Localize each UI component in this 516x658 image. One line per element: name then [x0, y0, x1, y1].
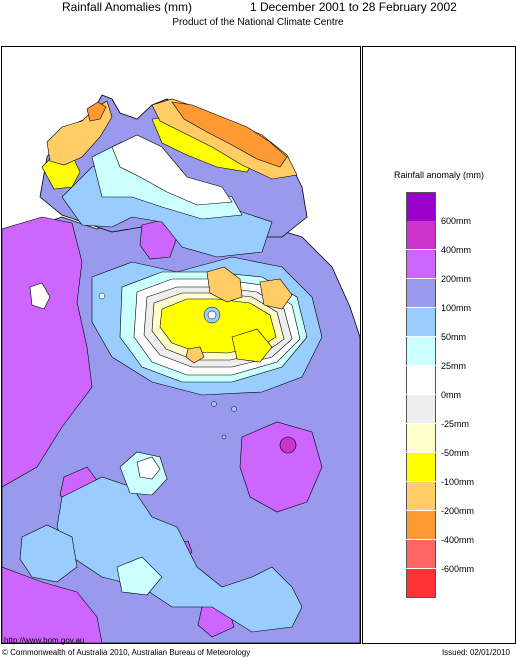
legend-label: -200mm [441, 506, 475, 516]
island-dot-4 [98, 292, 106, 300]
purple-east [239, 421, 323, 513]
legend-swatch [406, 250, 436, 278]
legend-swatch [406, 279, 436, 307]
island-dot-1 [211, 401, 217, 407]
lightblue-central [56, 476, 303, 633]
legend-swatch [406, 569, 436, 598]
island-dot-3 [221, 434, 227, 440]
legend-swatch [406, 482, 436, 510]
legend-label: 50mm [441, 332, 467, 342]
legend-swatch [406, 221, 436, 249]
magenta-spot [279, 436, 297, 454]
legend-label: -100mm [441, 477, 475, 487]
orange-west [86, 101, 107, 122]
legend-label: -25mm [441, 419, 470, 429]
white-west [29, 282, 51, 310]
legend-swatch [406, 395, 436, 423]
map-title: Rainfall Anomalies (mm) 1 December 2001 … [0, 0, 516, 14]
legend-label: 400mm [441, 245, 472, 255]
legend-label: 100mm [441, 303, 472, 313]
rainfall-map [2, 94, 360, 643]
lightblue-southwest [19, 524, 78, 583]
legend-label: 0mm [441, 390, 461, 400]
lightorange-north [206, 266, 243, 303]
white-central [136, 456, 161, 480]
period-text: 1 December 2001 to 28 February 2002 [250, 0, 457, 14]
legend-label: 25mm [441, 361, 467, 371]
copyright-text: © Commonwealth of Australia 2010, Austra… [2, 648, 251, 657]
legend-swatch [406, 337, 436, 365]
island-dot-2 [231, 406, 237, 412]
cyan-south [116, 556, 163, 596]
legend-title: Rainfall anomaly (mm) [393, 170, 485, 180]
legend-swatch [406, 540, 436, 568]
orange-topend [171, 101, 288, 168]
legend-label: 600mm [441, 216, 472, 226]
lightorange-north2 [259, 278, 293, 310]
source-url: http://www.bom.gov.au [4, 636, 85, 645]
legend-label: -400mm [441, 535, 475, 545]
title-text: Rainfall Anomalies (mm) [62, 0, 193, 14]
issued-date: Issued: 02/01/2010 [441, 648, 510, 657]
legend-swatch [406, 453, 436, 481]
legend-swatch [406, 511, 436, 539]
purple-west [2, 216, 93, 488]
legend-swatch [406, 308, 436, 336]
yellow-south-north [231, 328, 273, 363]
map-panel [1, 46, 361, 644]
legend-swatch [406, 424, 436, 452]
legend-panel: Rainfall anomaly (mm) 600mm 400mm 200mm 100… [362, 46, 516, 644]
legend-swatch [406, 192, 436, 221]
legend-label: -600mm [441, 564, 475, 574]
white-topend [111, 134, 233, 206]
legend-label: 200mm [441, 274, 472, 284]
subtitle-text: Product of the National Climate Centre [172, 17, 344, 28]
island-dot-6 [207, 310, 217, 320]
lightorange-small [185, 346, 205, 364]
legend-swatch [406, 366, 436, 394]
legend-label: -50mm [441, 448, 470, 458]
purple-southwest [2, 566, 103, 643]
